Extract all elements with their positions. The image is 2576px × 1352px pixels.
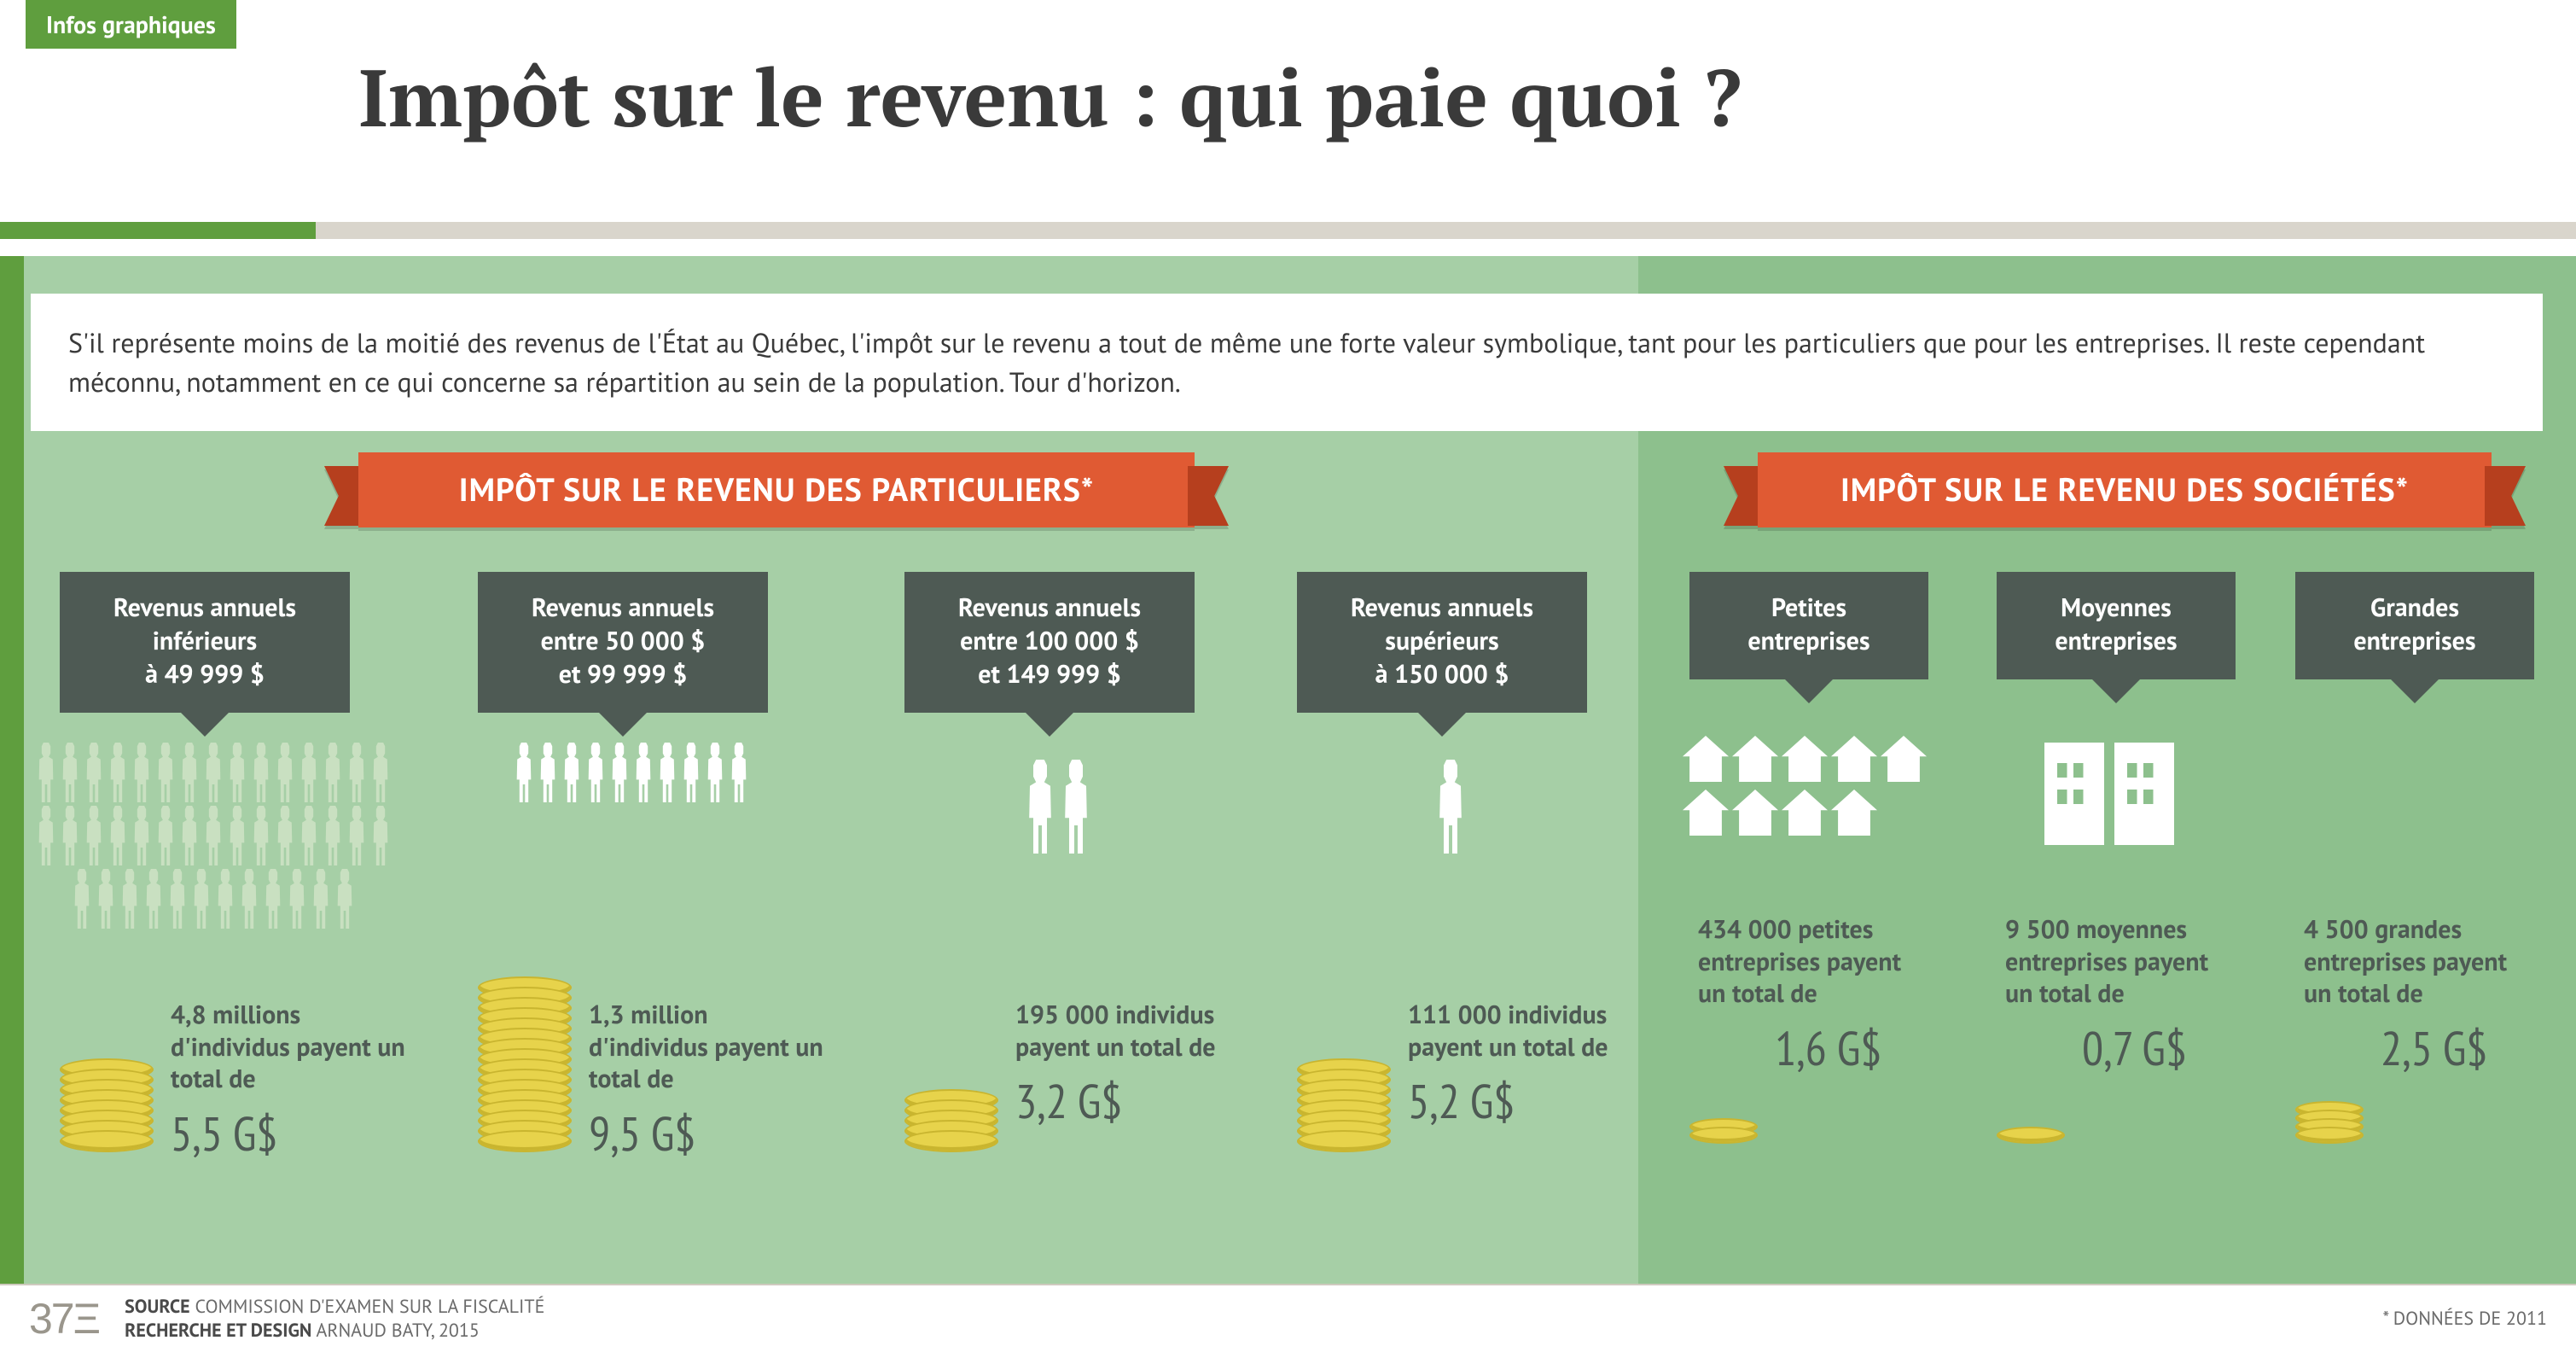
summary-text: 9 500 moyennes entreprises payent un tot… (2005, 913, 2227, 1078)
summary-text: 434 000 petites entreprises payent un to… (1698, 913, 1920, 1078)
people-icon (1391, 760, 1510, 854)
category-label: Moyennesentreprises (1997, 572, 2236, 679)
coin-stack-icon (478, 988, 572, 1152)
category-label: Revenus annuelsinférieursà 49 999 $ (60, 572, 350, 713)
coin-stack-icon (1997, 1135, 2065, 1144)
people-icon (998, 760, 1118, 854)
houses-icon (1681, 734, 1954, 842)
ribbon-individuals: IMPÔT SUR LE REVENU DES PARTICULIERS* (358, 452, 1195, 527)
ribbon-label: IMPÔT SUR LE REVENU DES SOCIÉTÉS* (1758, 452, 2492, 527)
people-icon (452, 743, 811, 802)
summary-text: 1,3 million d'individus payent un total … (589, 999, 828, 1163)
category-tag: Infos graphiques (26, 0, 236, 49)
accent-bar (0, 256, 24, 1284)
footer-source: SOURCE COMMISSION D'EXAMEN SUR LA FISCAL… (125, 1295, 544, 1343)
ribbon-companies: IMPÔT SUR LE REVENU DES SOCIÉTÉS* (1758, 452, 2492, 527)
summary-text: 111 000 individus payent un total de5,2 … (1408, 999, 1647, 1131)
ribbon-end-icon (1188, 466, 1229, 526)
category-label: Petitesentreprises (1689, 572, 1928, 679)
coin-stack-icon (904, 1101, 998, 1152)
ribbon-end-icon (2485, 466, 2526, 526)
buildings-icon (2039, 743, 2179, 849)
main: S'il représente moins de la moitié des r… (0, 256, 2576, 1284)
summary-text: 195 000 individus payent un total de3,2 … (1015, 999, 1254, 1131)
intro-text: S'il représente moins de la moitié des r… (31, 294, 2543, 431)
panel-individuals: S'il représente moins de la moitié des r… (0, 256, 1638, 1284)
people-icon (34, 743, 393, 929)
ribbon-label: IMPÔT SUR LE REVENU DES PARTICULIERS* (358, 452, 1195, 527)
coin-stack-icon (1297, 1070, 1391, 1152)
category-label: Revenus annuelsentre 100 000 $et 149 999… (904, 572, 1195, 713)
coin-stack-icon (2295, 1110, 2364, 1144)
category-label: Grandesentreprises (2295, 572, 2534, 679)
coin-stack-icon (1689, 1127, 1758, 1144)
footer-logo: 37Ξ (29, 1294, 99, 1343)
footer: 37Ξ SOURCE COMMISSION D'EXAMEN SUR LA FI… (0, 1284, 2576, 1352)
summary-text: 4,8 millions d'individus payent un total… (171, 999, 410, 1163)
category-label: Revenus annuelsentre 50 000 $et 99 999 $ (478, 572, 768, 713)
summary-text: 4 500 grandes entreprises payent un tota… (2304, 913, 2526, 1078)
footer-note: * DONNÉES DE 2011 (2383, 1307, 2547, 1331)
category-label: Revenus annuelssupérieursà 150 000 $ (1297, 572, 1587, 713)
coin-stack-icon (60, 1070, 154, 1152)
divider (0, 222, 2576, 239)
page-title: Impôt sur le revenu : qui paie quoi ? (358, 43, 1742, 149)
